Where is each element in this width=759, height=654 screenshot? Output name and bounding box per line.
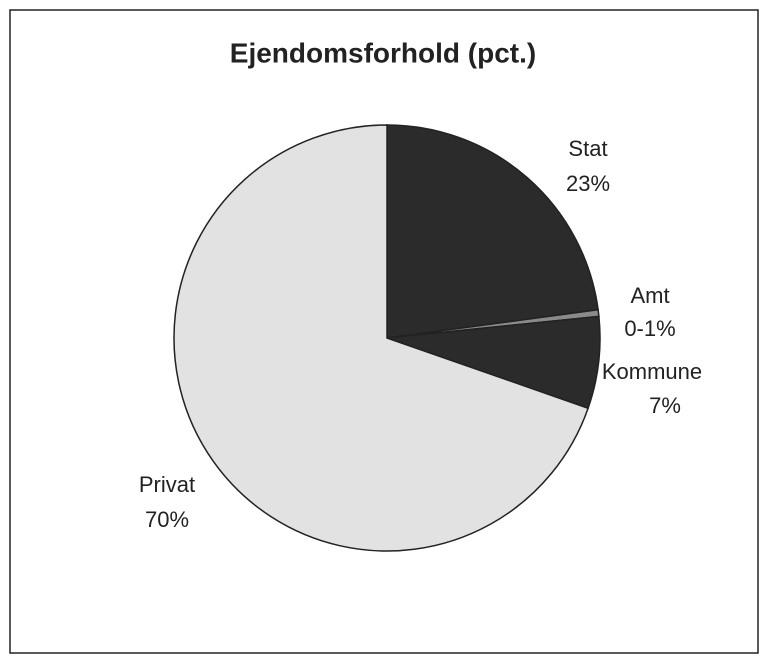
- slice-value-label: 0-1%: [624, 316, 675, 341]
- slice-label: Privat: [139, 472, 195, 497]
- slice-label: Amt: [630, 283, 669, 308]
- chart-title: Ejendomsforhold (pct.): [230, 37, 536, 68]
- slice-value-label: 7%: [649, 393, 681, 418]
- slice-value-label: 23%: [566, 171, 610, 196]
- slice-label: Kommune: [602, 359, 702, 384]
- slice-label: Stat: [568, 136, 607, 161]
- pie-slice: [386, 124, 599, 339]
- pie-slice: [173, 124, 590, 552]
- slice-value-label: 70%: [145, 507, 189, 532]
